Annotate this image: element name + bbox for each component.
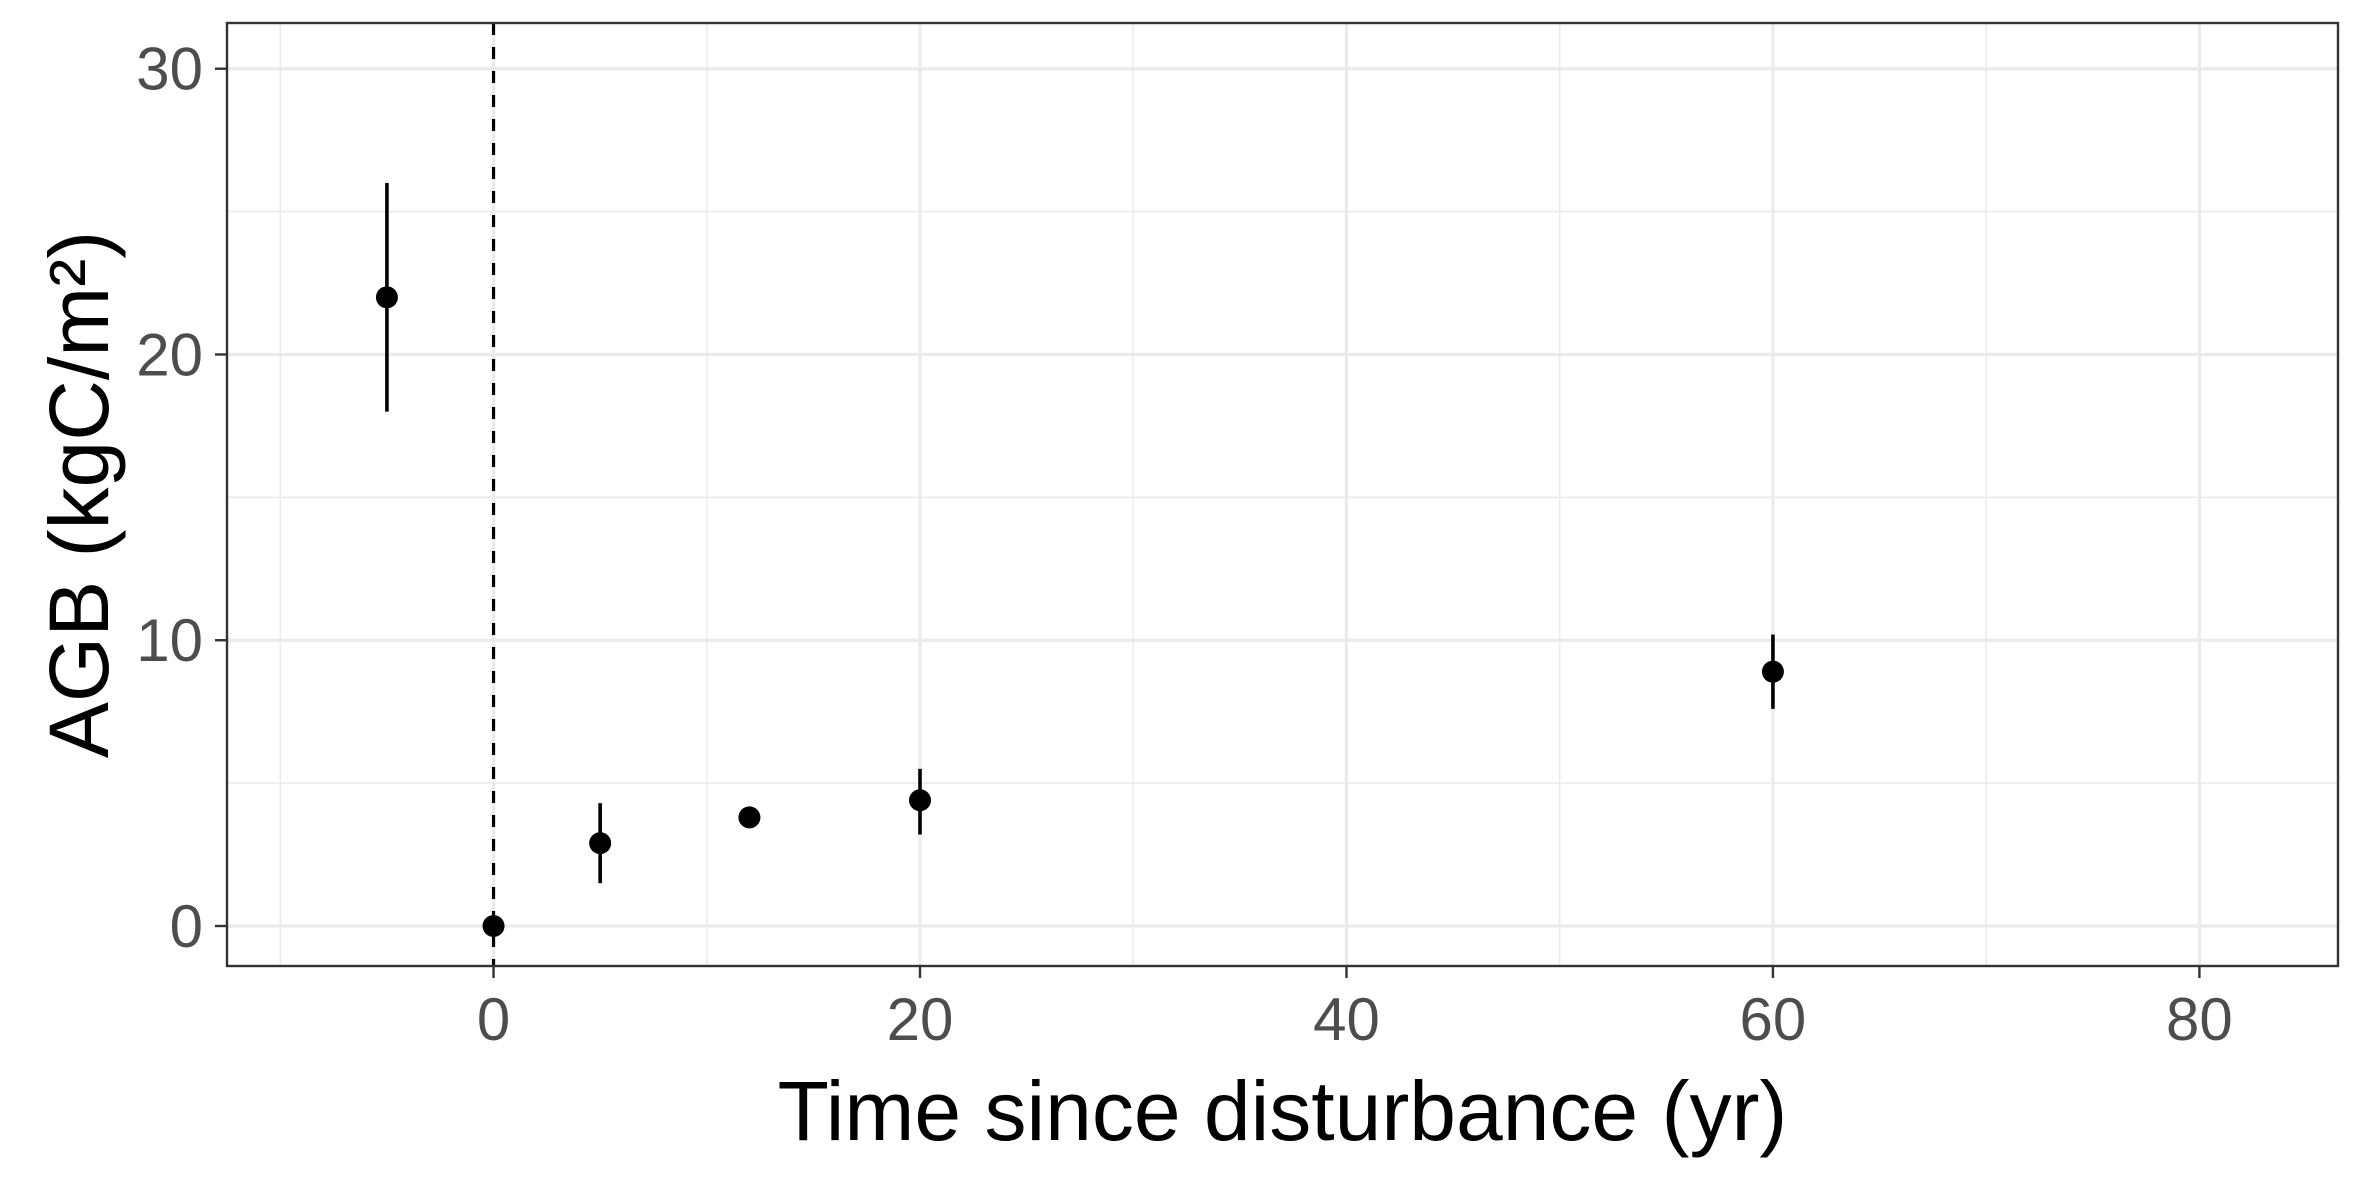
- data-point: [738, 806, 761, 829]
- data-point: [482, 914, 505, 937]
- data-point-group: [1761, 634, 1784, 709]
- data-point-group: [738, 806, 761, 829]
- x-tick-label: 0: [477, 986, 510, 1053]
- data-point: [375, 286, 398, 309]
- x-tick-label: 60: [1740, 986, 1807, 1053]
- x-axis-title: Time since disturbance (yr): [778, 1064, 1788, 1158]
- panel-border: [225, 21, 2340, 968]
- data-point-group: [909, 768, 932, 835]
- y-axis-title: AGB (kgC/m²): [32, 231, 126, 758]
- x-tick-label: 40: [1313, 986, 1380, 1053]
- x-tick-label: 20: [887, 986, 954, 1053]
- grid-lines: [227, 23, 2338, 966]
- y-tick-label: 30: [136, 36, 203, 103]
- x-tick-label: 80: [2166, 986, 2233, 1053]
- data-point-group: [375, 183, 398, 412]
- data-point-group: [482, 914, 505, 937]
- data-point: [909, 789, 932, 812]
- y-tick-label: 10: [136, 607, 203, 674]
- axes: 0 20 40 60 80 0 10 20 30: [136, 36, 2233, 1053]
- data-point: [589, 832, 612, 855]
- data-point-group: [589, 803, 612, 884]
- data-points: [375, 183, 1784, 937]
- y-tick-label: 20: [136, 321, 203, 388]
- data-point: [1761, 660, 1784, 683]
- y-tick-label: 0: [170, 893, 203, 960]
